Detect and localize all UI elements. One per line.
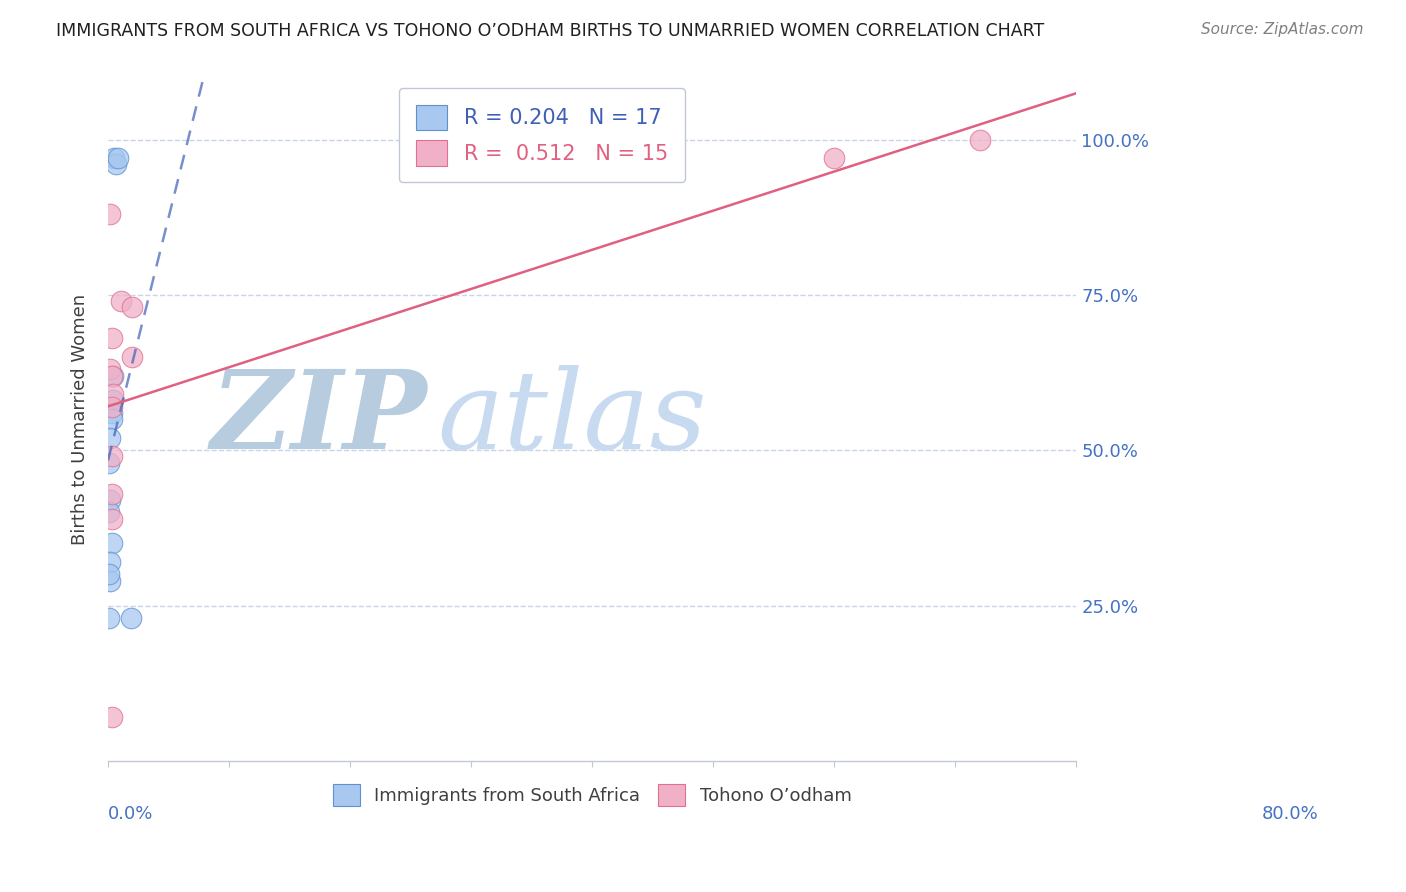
Point — [100, 362, 122, 376]
Point — [120, 611, 142, 625]
Point — [100, 331, 122, 345]
Point — [100, 412, 122, 426]
Point — [100, 710, 122, 724]
Point — [100, 368, 122, 383]
Point — [100, 486, 122, 500]
Point — [100, 450, 122, 464]
Point — [101, 368, 124, 383]
Text: ZIP: ZIP — [211, 366, 427, 473]
Legend: Immigrants from South Africa, Tohono O’odham: Immigrants from South Africa, Tohono O’o… — [318, 769, 866, 820]
Point — [103, 151, 125, 165]
Point — [100, 574, 122, 588]
Point — [101, 387, 124, 401]
Point — [100, 555, 122, 569]
Point — [969, 132, 991, 146]
Point — [121, 301, 143, 315]
Point — [110, 294, 132, 309]
Point — [98, 567, 121, 582]
Text: atlas: atlas — [437, 366, 707, 473]
Point — [100, 431, 122, 445]
Text: Source: ZipAtlas.com: Source: ZipAtlas.com — [1201, 22, 1364, 37]
Point — [98, 505, 121, 519]
Point — [105, 157, 128, 171]
Point — [101, 393, 124, 408]
Point — [100, 207, 122, 221]
Text: 80.0%: 80.0% — [1261, 805, 1319, 823]
Text: 0.0%: 0.0% — [108, 805, 153, 823]
Point — [107, 151, 129, 165]
Point — [100, 400, 122, 414]
Point — [100, 536, 122, 550]
Point — [121, 350, 143, 364]
Y-axis label: Births to Unmarried Women: Births to Unmarried Women — [72, 293, 89, 545]
Point — [823, 151, 845, 165]
Point — [98, 456, 121, 470]
Point — [100, 492, 122, 507]
Point — [100, 511, 122, 525]
Point — [98, 611, 121, 625]
Point — [100, 406, 122, 420]
Text: IMMIGRANTS FROM SOUTH AFRICA VS TOHONO O’ODHAM BIRTHS TO UNMARRIED WOMEN CORRELA: IMMIGRANTS FROM SOUTH AFRICA VS TOHONO O… — [56, 22, 1045, 40]
